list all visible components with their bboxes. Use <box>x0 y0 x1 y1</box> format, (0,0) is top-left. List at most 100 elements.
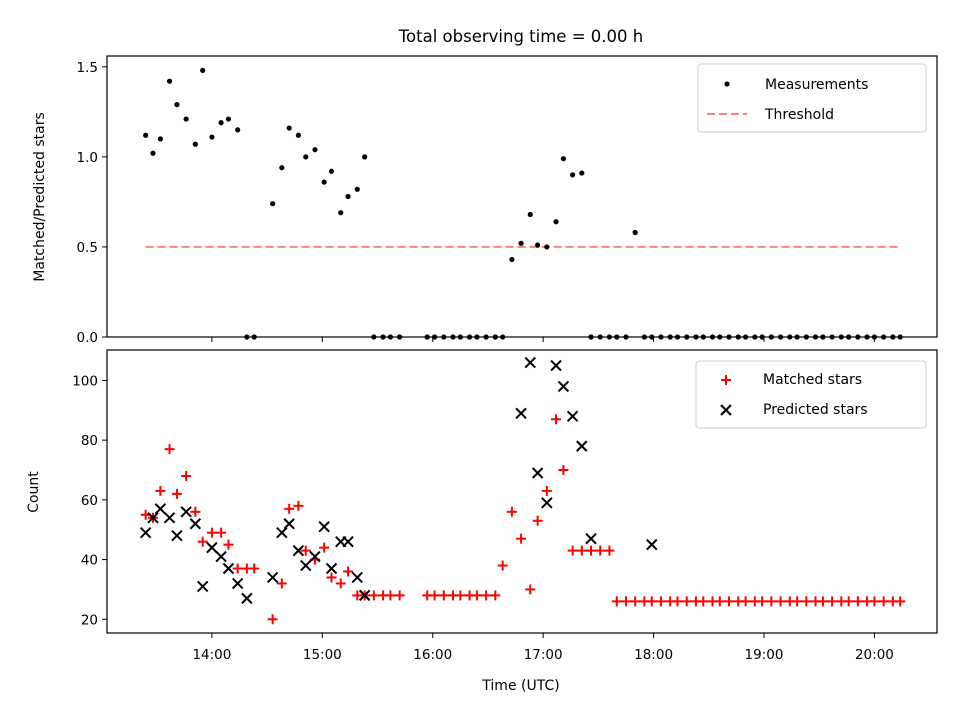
bottom-panel: 20 40 60 80 100 14:00 15:00 16:00 17:00 18:00 19:… <box>26 349 938 694</box>
top-y-tick-label: 1.5 <box>77 60 98 76</box>
matched-star-point <box>827 596 838 607</box>
matched-star-point <box>801 596 812 607</box>
predicted-star-point <box>292 544 305 557</box>
matched-star-point <box>766 596 777 607</box>
predicted-star-point <box>180 506 192 518</box>
measurement-point <box>752 334 758 340</box>
matched-star-point <box>181 470 192 481</box>
matched-star-point <box>775 596 786 607</box>
top-y-tick-label: 1.0 <box>77 150 98 166</box>
matched-star-point <box>672 596 683 607</box>
top-y-ticks: 0.0 0.5 1.0 1.5 <box>77 60 107 346</box>
bottom-y-axis-label: Count <box>26 471 42 513</box>
bottom-y-tick-label: 60 <box>81 493 98 509</box>
matched-star-point <box>714 596 725 607</box>
matched-star-point <box>551 414 562 425</box>
matched-star-point <box>490 590 501 601</box>
predicted-star-point <box>196 580 209 593</box>
matched-star-point <box>525 584 536 595</box>
measurement-point <box>209 134 215 140</box>
bottom-y-tick-label: 20 <box>81 612 98 628</box>
matched-star-point <box>878 596 889 607</box>
matched-star-point <box>284 503 295 514</box>
predicted-star-point <box>541 497 553 509</box>
matched-star-point <box>155 485 166 496</box>
measurement-point <box>150 150 156 156</box>
matched-star-point <box>532 515 543 526</box>
matched-star-point <box>576 545 587 556</box>
matched-star-point <box>300 545 311 556</box>
matched-star-point <box>630 596 641 607</box>
measurement-point <box>881 334 887 340</box>
matched-star-point <box>869 596 880 607</box>
measurement-point <box>700 334 706 340</box>
measurement-point <box>820 334 826 340</box>
measurement-point <box>354 186 360 192</box>
predicted-star-point <box>171 529 183 542</box>
measurement-point <box>597 334 603 340</box>
predicted-star-point <box>206 541 218 554</box>
x-tick-label: 14:00 <box>192 647 231 663</box>
measurement-point <box>674 334 681 340</box>
predicted-star-point <box>325 562 338 575</box>
measurement-point <box>200 67 206 74</box>
predicted-star-point <box>266 571 279 584</box>
measurement-point <box>244 334 250 340</box>
measurement-point <box>535 242 541 248</box>
predicted-star-point <box>351 571 363 584</box>
matched-star-point <box>646 596 657 607</box>
matched-star-point <box>197 536 208 547</box>
matched-star-point <box>740 596 751 607</box>
measurement-point <box>527 211 533 218</box>
top-legend-box <box>697 63 927 133</box>
measurement-point <box>235 127 241 133</box>
measurement-point <box>270 201 276 207</box>
measurement-point <box>483 334 489 340</box>
measurement-point <box>855 334 861 340</box>
measurement-point <box>218 120 224 126</box>
matched-star-point <box>620 596 631 607</box>
predicted-star-point <box>358 589 371 602</box>
matched-star-point <box>895 596 906 607</box>
matched-star-point <box>724 596 735 607</box>
measurement-point <box>606 334 613 340</box>
measurement-point <box>777 334 784 340</box>
matched-star-point <box>319 542 330 553</box>
measurement-point <box>829 334 835 340</box>
legend-measurements-label: Measurements <box>765 77 868 93</box>
matched-star-point <box>385 590 396 601</box>
legend-predicted-marker <box>720 404 732 416</box>
matched-star-point <box>206 527 217 538</box>
measurement-point <box>380 334 386 340</box>
measurement-point <box>897 334 903 340</box>
measurement-point <box>544 244 550 250</box>
measurement-point <box>560 156 567 162</box>
predicted-star-point <box>222 562 235 575</box>
bottom-y-ticks: 20 40 60 80 100 <box>72 373 107 628</box>
measurement-point <box>787 334 793 340</box>
top-axes-frame <box>106 55 938 338</box>
predicted-star-point <box>163 512 176 524</box>
predicted-star-point <box>515 407 527 419</box>
measurement-point <box>632 229 638 236</box>
measurement-point <box>183 116 189 122</box>
top-y-tick-label: 0.0 <box>77 330 98 346</box>
matched-star-point <box>471 590 482 601</box>
matched-star-point <box>429 590 440 601</box>
matched-star-point <box>223 539 234 550</box>
matched-star-point <box>604 545 615 556</box>
matched-star-point <box>506 506 517 517</box>
measurement-point <box>709 334 716 340</box>
matched-star-point <box>516 533 527 544</box>
measurement-point <box>174 102 180 108</box>
measurement-point <box>614 334 620 340</box>
matched-star-point <box>216 527 227 538</box>
x-tick-label: 20:00 <box>855 647 894 663</box>
matched-star-point <box>343 566 354 577</box>
measurement-point <box>726 334 732 340</box>
measurement-point <box>312 147 318 153</box>
measurement-point <box>623 334 629 340</box>
measurement-point <box>667 334 673 340</box>
measurement-point <box>251 334 257 340</box>
measurement-point <box>397 334 403 340</box>
